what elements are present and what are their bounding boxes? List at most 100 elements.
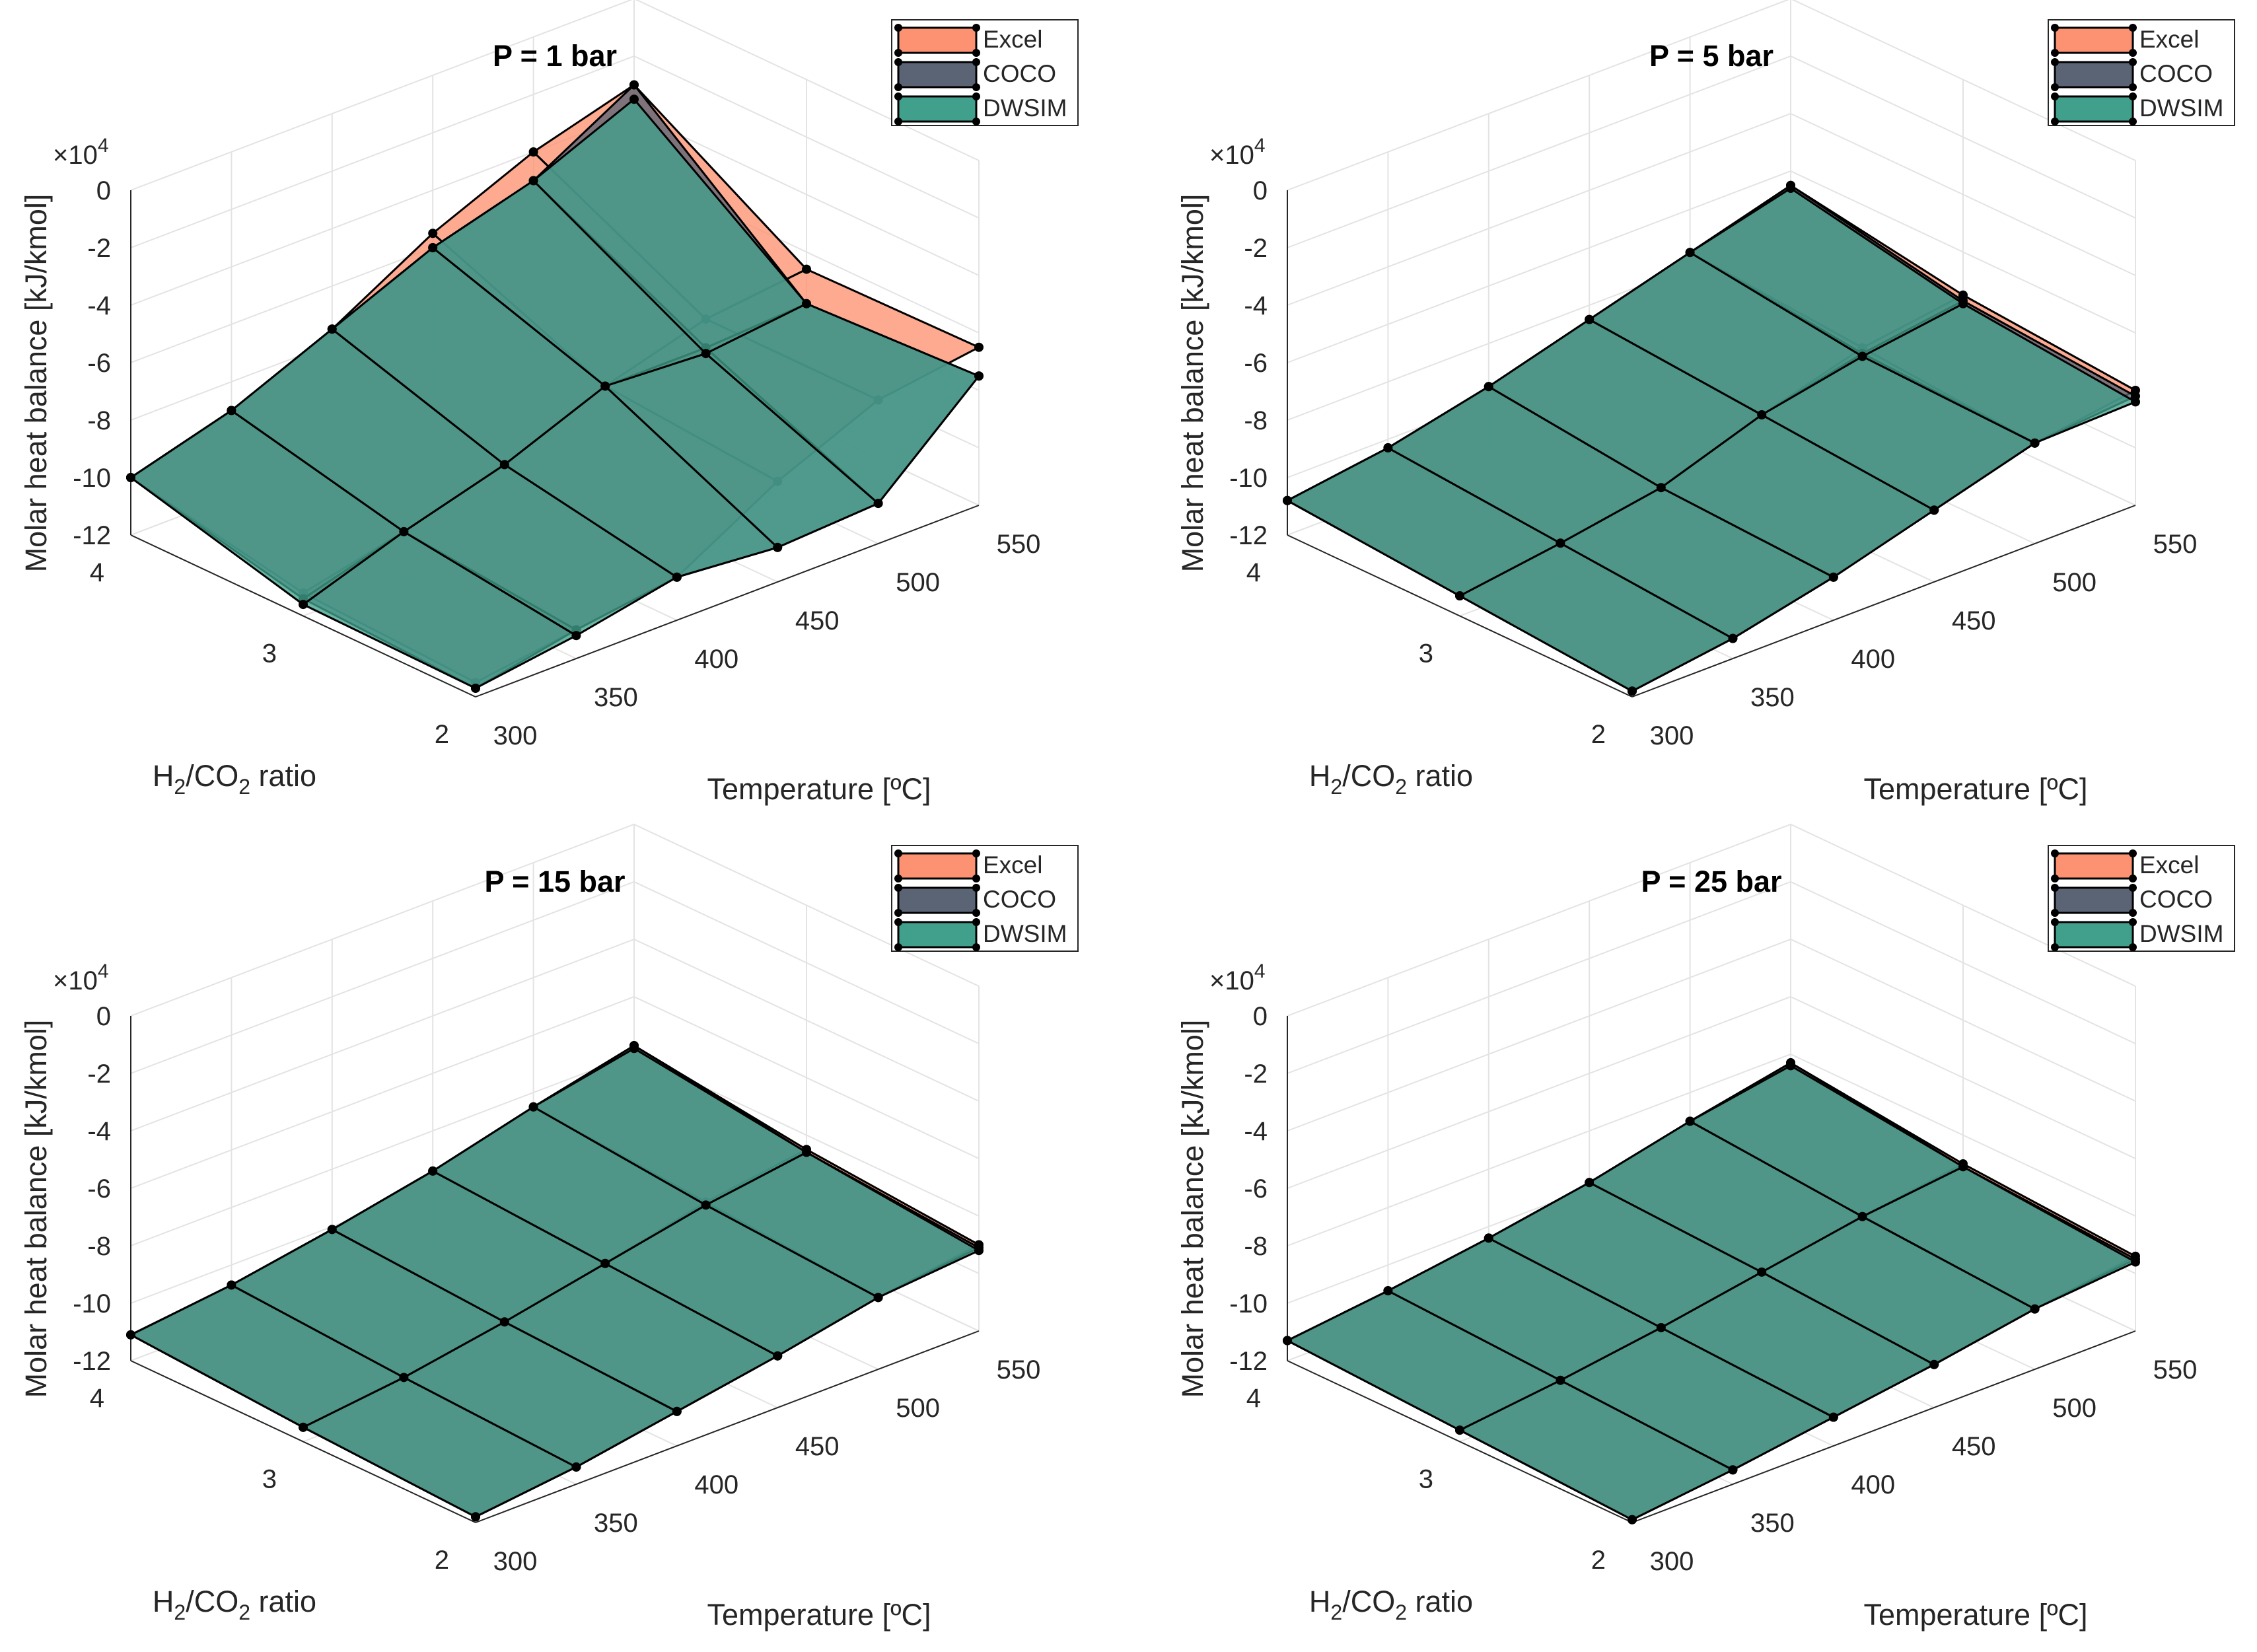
legend-marker [2129, 83, 2137, 91]
grid-line [1287, 938, 2136, 1131]
y-tick-label: 2 [435, 1546, 449, 1575]
surface-vertex [471, 683, 480, 693]
surface-vertex [701, 349, 711, 359]
legend-marker [894, 49, 902, 57]
legend-label: Excel [983, 851, 1042, 879]
z-axis-label: Molar heat balance [kJ/kmol] [1176, 1020, 1209, 1398]
z-tick-label: -12 [1229, 521, 1268, 550]
grid-line [1287, 0, 2136, 191]
y-tick-label: 3 [262, 639, 277, 668]
surface-vertex [1685, 1116, 1695, 1126]
y-tick-label: 2 [1591, 720, 1606, 749]
surface-vertex [1786, 184, 1795, 194]
chart-title: P = 5 bar [1649, 39, 1773, 73]
legend-swatch [2054, 921, 2134, 949]
surface-vertex [974, 371, 984, 381]
legend-marker [972, 918, 980, 926]
surface-vertex [227, 406, 236, 415]
grid-line [130, 55, 980, 248]
chart-panel: 0 -2 -4 -6 -8 -10 -12 300 350 400 450 500 550 2 3 4 ×104… [1176, 823, 2235, 1632]
x-tick-label: 550 [2153, 530, 2198, 559]
legend-marker [972, 49, 980, 57]
surface-vertex [1585, 314, 1594, 324]
grid-line [1287, 55, 2136, 248]
surface-vertex [299, 1422, 308, 1432]
surface-vertex [1455, 591, 1464, 601]
legend-marker [2051, 918, 2059, 926]
x-tick-label: 500 [2052, 568, 2096, 597]
grid-line [1287, 823, 2136, 1017]
legend-marker [894, 849, 902, 857]
surface-vertex [1958, 299, 1968, 308]
surface-vertex [126, 473, 135, 482]
legend-label: COCO [983, 60, 1056, 87]
legend-marker [2129, 849, 2137, 857]
z-tick-label: -2 [87, 1059, 111, 1089]
z-multiplier: ×104 [1209, 135, 1266, 170]
surface-vertex [471, 1512, 480, 1522]
chart-panel: 0 -2 -4 -6 -8 -10 -12 300 350 400 450 500 550 2 3 4 ×104… [1176, 0, 2235, 806]
surface-dwsim [1283, 184, 2140, 696]
legend-swatch [897, 921, 978, 949]
surface-vertex [1728, 633, 1738, 643]
surface-vertex [1383, 1286, 1393, 1296]
grid-line [1287, 112, 2136, 306]
x-tick-label: 550 [2153, 1355, 2198, 1384]
axis-lines [1287, 1016, 2136, 1523]
legend-marker [2129, 92, 2137, 100]
legend-swatch [897, 95, 978, 123]
x-axis-label: Temperature [ºC] [707, 772, 931, 806]
surface-vertex [802, 299, 811, 308]
legend-swatch [897, 852, 978, 880]
legend-marker [894, 92, 902, 100]
legend-label: DWSIM [983, 920, 1067, 947]
legend-swatch [897, 61, 978, 89]
surface-vertex [299, 600, 308, 610]
grid-line [130, 823, 980, 1017]
legend-label: COCO [2139, 60, 2213, 87]
y-tick-label: 4 [1246, 1384, 1261, 1413]
legend-marker [2051, 58, 2059, 66]
surface-vertex [773, 1351, 783, 1361]
legend-marker [894, 58, 902, 66]
surface-vertex [1556, 538, 1565, 548]
legend-marker [894, 875, 902, 882]
legend-marker [972, 849, 980, 857]
y-axis-label: H2/CO2 ratio [1309, 759, 1473, 799]
chart-title: P = 1 bar [493, 39, 617, 73]
surface-vertex [1283, 1336, 1292, 1346]
surface-vertex [1484, 1233, 1493, 1243]
z-tick-label: -2 [1244, 234, 1268, 263]
legend-marker [972, 943, 980, 951]
legend-marker [2051, 849, 2059, 857]
surface-vertex [2131, 397, 2140, 407]
surface-vertex [428, 1166, 438, 1176]
legend-marker [972, 118, 980, 126]
legend-marker [894, 943, 902, 951]
legend-marker [2051, 92, 2059, 100]
z-tick-label: -2 [1244, 1059, 1268, 1089]
surface-vertex [672, 572, 682, 582]
legend-marker [972, 92, 980, 100]
x-tick-label: 300 [493, 721, 538, 750]
x-tick-label: 400 [694, 1470, 738, 1499]
surface-vertex [2131, 1257, 2140, 1267]
surface-vertex [773, 542, 783, 552]
surface-dwsim [126, 94, 984, 693]
legend-marker [972, 58, 980, 66]
surface-vertex [428, 229, 438, 238]
chart-title: P = 25 bar [1641, 865, 1781, 898]
legend-swatch [2054, 852, 2134, 880]
z-multiplier: ×104 [53, 135, 109, 170]
chart-panel: 0 -2 -4 -6 -8 -10 -12 300 350 400 450 500 550 2 3 4 ×104… [19, 0, 1079, 806]
surface-vertex [571, 1462, 581, 1472]
legend-label: Excel [2139, 851, 2199, 879]
z-tick-label: 0 [96, 1002, 111, 1031]
x-tick-label: 350 [594, 1509, 638, 1538]
surface-vertex [701, 1200, 711, 1210]
surface-vertex [1929, 505, 1939, 515]
legend-marker [2129, 49, 2137, 57]
z-tick-label: -10 [1229, 464, 1268, 493]
z-tick-label: -6 [87, 1174, 111, 1203]
